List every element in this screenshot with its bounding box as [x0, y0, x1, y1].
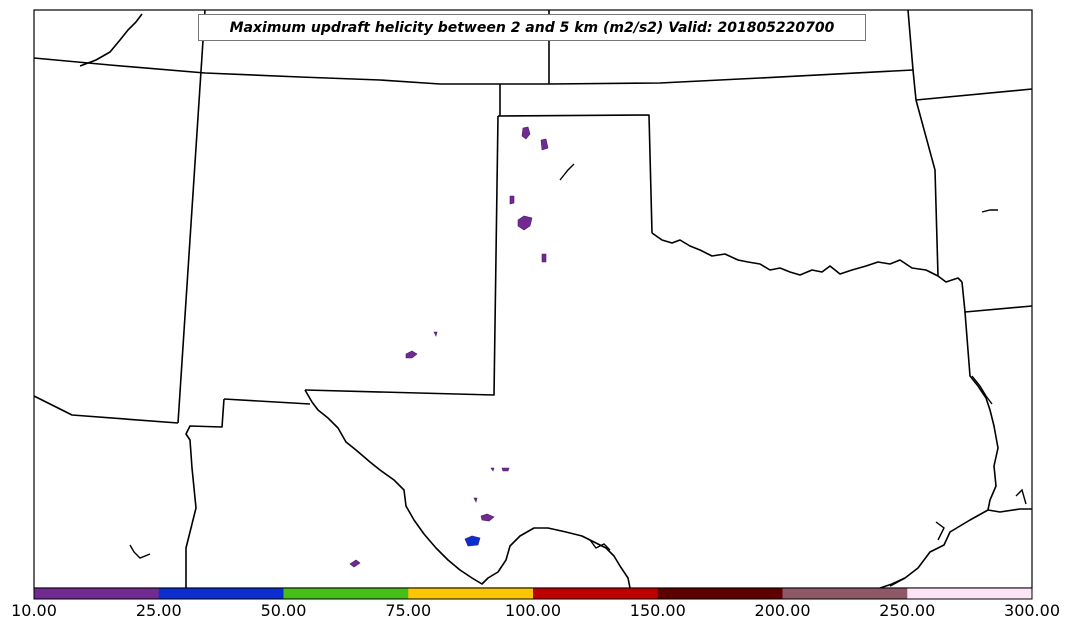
helicity-cell [540, 138, 549, 151]
state-boundaries [33, 9, 1033, 589]
helicity-cell [521, 126, 531, 140]
colorbar [34, 588, 1033, 599]
colorbar-tick-label: 100.00 [505, 601, 561, 620]
colorbar-segment [408, 588, 534, 599]
colorbar-tick-label: 250.00 [879, 601, 936, 620]
colorbar-segment [907, 588, 1033, 599]
colorbar-tick-label: 300.00 [1004, 601, 1060, 620]
coast-details [129, 163, 1027, 559]
colorbar-tick-label: 75.00 [385, 601, 432, 620]
helicity-cell [501, 467, 510, 472]
colorbar-segment [283, 588, 409, 599]
helicity-cell [517, 215, 533, 231]
colorbar-segment [657, 588, 783, 599]
helicity-cell [464, 535, 481, 547]
colorbar-segment [158, 588, 284, 599]
helicity-cell [509, 195, 515, 205]
colorbar-tick-label: 25.00 [135, 601, 182, 620]
helicity-cells [349, 126, 549, 568]
colorbar-frame [33, 587, 1033, 600]
colorbar-tick-label: 50.00 [260, 601, 307, 620]
colorbar-tick-label: 150.00 [629, 601, 686, 620]
map-frame [33, 9, 1033, 589]
colorbar-tick-label: 200.00 [754, 601, 811, 620]
helicity-cell [541, 253, 547, 263]
helicity-cell [433, 331, 438, 337]
helicity-cell [490, 467, 495, 472]
helicity-cell [473, 497, 478, 503]
helicity-cell [480, 513, 495, 522]
colorbar-segment [533, 588, 659, 599]
colorbar-segment [34, 588, 160, 599]
colorbar-tick-label: 10.00 [11, 601, 57, 620]
helicity-cell [349, 559, 361, 568]
map-title: Maximum updraft helicity between 2 and 5… [198, 14, 866, 41]
helicity-cell [405, 350, 418, 359]
colorbar-segment [782, 588, 908, 599]
